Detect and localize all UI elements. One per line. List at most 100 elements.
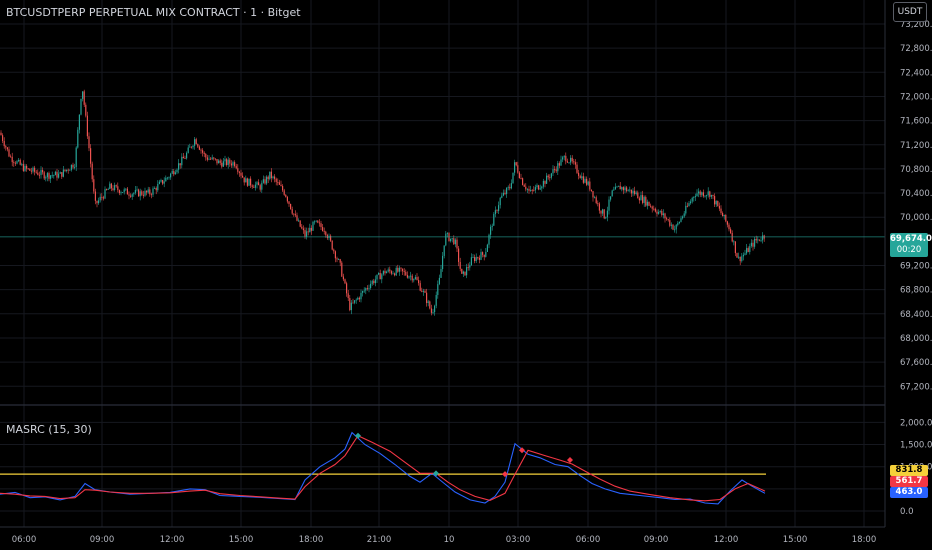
candle-body <box>437 284 439 295</box>
candle-body <box>56 171 58 178</box>
masrc-indicator <box>0 431 766 505</box>
candle-body <box>86 115 88 137</box>
candle-body <box>419 283 421 291</box>
candle-body <box>22 164 24 171</box>
time-tick-label: 15:00 <box>783 535 808 545</box>
candle-body <box>554 169 556 170</box>
candle-body <box>603 209 605 219</box>
candle-body <box>702 192 704 197</box>
candle-body <box>58 173 60 178</box>
candle-body <box>570 157 572 163</box>
candle-body <box>446 233 448 234</box>
currency-button[interactable]: USDT <box>893 2 927 22</box>
candle-body <box>562 157 564 160</box>
candle-body <box>98 200 100 204</box>
candle-body <box>61 172 63 177</box>
masrc-signal-marker <box>355 432 361 439</box>
candle-body <box>253 186 255 188</box>
masrc-fast-label: 463.0 <box>890 487 928 498</box>
candle-body <box>182 156 184 159</box>
candle-body <box>686 205 688 207</box>
candle-body <box>494 210 496 215</box>
candle-body <box>136 189 138 191</box>
candle-body <box>435 294 437 306</box>
candle-body <box>237 168 239 172</box>
candle-body <box>168 177 170 179</box>
candle-body <box>691 197 693 202</box>
candle-body <box>682 216 684 219</box>
candle-body <box>14 162 16 164</box>
candlestick-series <box>0 89 765 316</box>
candle-body <box>3 140 5 147</box>
candle-body <box>669 220 671 226</box>
candle-body <box>381 274 383 280</box>
candle-body <box>725 214 727 222</box>
candle-body <box>707 191 709 196</box>
candle-body <box>757 239 759 241</box>
candle-body <box>648 201 650 206</box>
candle-body <box>373 280 375 284</box>
candle-body <box>349 298 351 311</box>
candle-body <box>395 267 397 276</box>
candle-body <box>680 218 682 222</box>
candle-body <box>736 253 738 258</box>
time-tick-label: 21:00 <box>367 535 392 545</box>
candle-body <box>622 187 624 191</box>
candle-body <box>538 185 540 190</box>
candle-body <box>635 192 637 194</box>
candle-body <box>410 275 412 277</box>
candle-body <box>2 135 4 141</box>
candle-body <box>597 203 599 204</box>
candle-body <box>59 172 61 174</box>
candle-body <box>357 297 359 300</box>
candle-body <box>150 194 152 196</box>
candle-body <box>264 179 266 184</box>
candle-body <box>501 195 503 198</box>
candle-body <box>126 188 128 195</box>
candle-body <box>670 224 672 226</box>
candle-body <box>43 172 45 179</box>
candle-body <box>643 197 645 203</box>
candle-body <box>13 162 15 163</box>
candle-body <box>336 258 338 260</box>
candle-body <box>296 215 298 221</box>
candle-body <box>261 182 263 190</box>
candle-body <box>232 162 234 166</box>
candle-body <box>195 139 197 145</box>
candle-body <box>154 188 156 189</box>
candle-body <box>318 222 320 224</box>
candle-body <box>6 147 8 150</box>
candle-body <box>251 185 253 187</box>
candle-body <box>656 211 658 214</box>
candle-body <box>619 185 621 190</box>
candle-body <box>581 176 583 179</box>
candle-body <box>483 254 485 257</box>
candle-body <box>696 193 698 197</box>
candle-body <box>248 178 250 186</box>
candle-body <box>334 251 336 259</box>
candle-body <box>403 271 405 273</box>
candle-body <box>392 273 394 275</box>
candle-body <box>402 268 404 272</box>
candle-body <box>418 280 420 284</box>
time-tick-label: 18:00 <box>299 535 324 545</box>
candle-body <box>411 275 413 281</box>
candle-body <box>216 158 218 164</box>
candle-body <box>758 239 760 241</box>
candle-body <box>371 280 373 284</box>
masrc-fast-line <box>0 431 766 505</box>
candle-body <box>184 158 186 160</box>
candle-body <box>197 144 199 147</box>
candle-body <box>288 201 290 204</box>
time-tick-label: 09:00 <box>90 535 115 545</box>
candle-body <box>368 287 370 289</box>
candle-body <box>229 159 231 164</box>
countdown-timer: 00:20 <box>896 245 922 255</box>
candle-body <box>496 210 498 211</box>
candle-body <box>517 165 519 173</box>
candle-body <box>350 302 352 311</box>
candle-body <box>531 189 533 191</box>
candle-body <box>662 213 664 216</box>
candle-body <box>506 187 508 194</box>
